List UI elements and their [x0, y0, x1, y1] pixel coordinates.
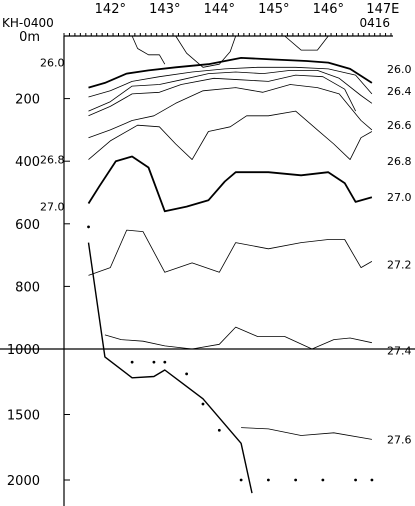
contour-label: 27.0 — [40, 201, 65, 214]
y-tick-label: 800 — [15, 280, 40, 295]
sample-point — [130, 360, 134, 364]
top-tick-label: 147E — [366, 2, 399, 17]
contour-label: 26.6 — [387, 119, 412, 132]
sample-point — [321, 478, 325, 482]
contour-line — [131, 35, 166, 65]
sample-point — [152, 360, 156, 364]
sample-point — [87, 225, 90, 229]
contour-line — [88, 70, 373, 112]
contour-labels: 26.0 26.8 27.0 26.0 26.4 26.6 26.8 27.0 27.2 27.4… — [40, 57, 412, 447]
contour-line — [88, 84, 373, 139]
contour-lines — [87, 35, 373, 440]
contour-label: 27.4 — [387, 344, 412, 357]
y-ticks: 0m 200 400 600 800 1000 1500 2000 — [7, 30, 70, 489]
station-right-label: 0416 — [359, 16, 390, 30]
contour-label: 26.4 — [387, 85, 412, 98]
contour-line — [88, 229, 373, 276]
sample-point — [201, 402, 205, 406]
station-left-label: KH-0400 — [2, 16, 54, 30]
y-tick-label: 1000 — [7, 343, 40, 358]
bottom-profile-line — [87, 242, 253, 494]
contour-line — [88, 57, 373, 89]
top-tick-label: 142° — [95, 2, 126, 17]
sample-point — [354, 478, 357, 482]
contour-label: 26.8 — [387, 155, 412, 168]
contour-line — [88, 110, 373, 161]
contour-label: 27.0 — [387, 191, 412, 204]
contour-label: 26.0 — [387, 63, 412, 76]
y-tick-label: 600 — [15, 218, 40, 233]
contour-line — [104, 326, 372, 350]
sample-point — [163, 360, 167, 364]
sample-point — [185, 372, 189, 376]
contour-line — [88, 74, 356, 117]
bottom-profile — [87, 242, 253, 494]
sample-point — [217, 428, 221, 432]
contour-label: 26.8 — [40, 154, 65, 167]
top-tick-label: 146° — [313, 2, 344, 17]
contour-line — [87, 155, 373, 213]
contour-label: 27.2 — [387, 258, 412, 271]
chart-frame — [0, 35, 415, 506]
top-tick-label: 144° — [204, 2, 235, 17]
sample-point — [370, 478, 374, 482]
top-tick-label: 145° — [258, 2, 289, 17]
contour-label: 27.6 — [387, 433, 412, 446]
top-tick-label: 143° — [149, 2, 180, 17]
sample-point — [239, 478, 243, 482]
sample-point — [266, 478, 270, 482]
sample-point — [294, 478, 298, 482]
contour-line — [88, 66, 373, 98]
contour-label: 26.0 — [40, 57, 65, 70]
y-tick-label: 1500 — [7, 409, 40, 424]
contour-line — [241, 427, 372, 440]
sample-points — [87, 225, 374, 482]
y-tick-label: 0m — [19, 30, 40, 45]
top-ticks: 142° 143° 144° 145° 146° 147E — [63, 2, 399, 36]
y-tick-label: 200 — [15, 93, 40, 108]
y-tick-label: 400 — [15, 155, 40, 170]
contour-line — [284, 35, 329, 51]
contour-line — [175, 35, 237, 68]
y-tick-label: 2000 — [7, 474, 40, 489]
